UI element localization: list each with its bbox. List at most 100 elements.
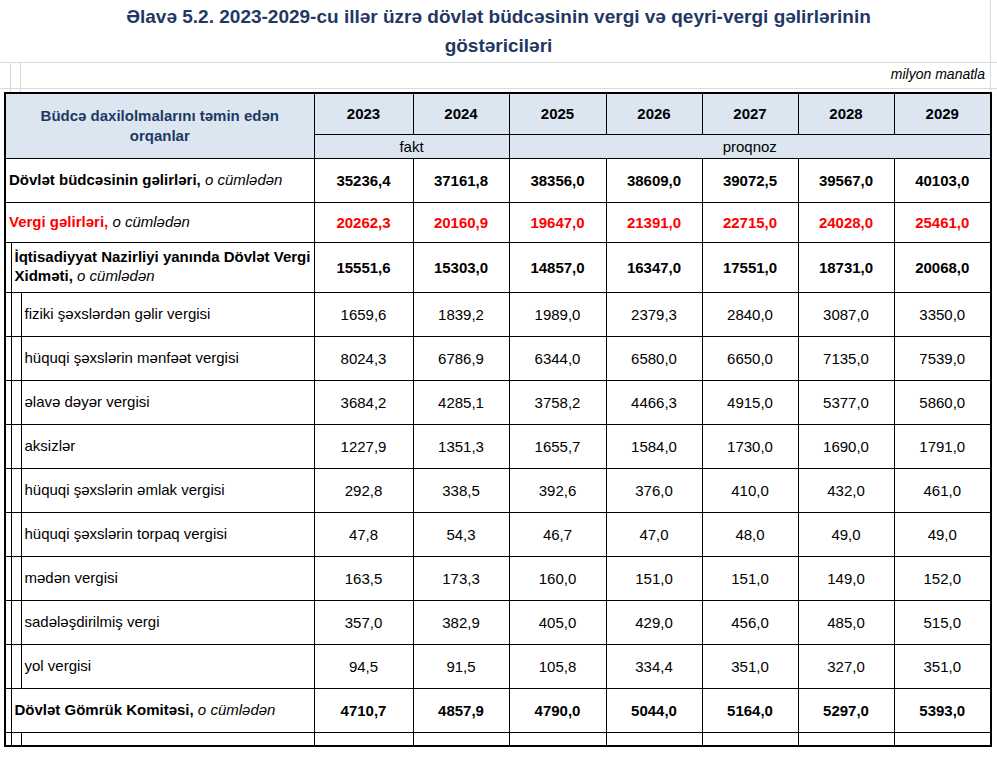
- value-cell: 15303,0: [413, 242, 509, 292]
- value-cell: 1791,0: [894, 424, 991, 468]
- gridline-vertical: [20, 62, 21, 92]
- page-title-line1: Əlavə 5.2. 2023-2029-cu illər üzrə dövlə…: [0, 3, 997, 32]
- value-cell: 2840,0: [702, 292, 798, 336]
- value-cell: 515,0: [894, 600, 991, 644]
- value-cell: 338,5: [413, 468, 509, 512]
- table-row-road-tax: yol vergisi 94,5 91,5 105,8 334,4 351,0 …: [5, 644, 991, 688]
- table-row-customs-committee: Dövlət Gömrük Komitəsi, o cümlədən 4710,…: [5, 688, 991, 732]
- value-cell: 38609,0: [606, 158, 702, 202]
- value-cell: 40103,0: [894, 158, 991, 202]
- value-cell: 173,3: [413, 556, 509, 600]
- value-cell: 37161,8: [413, 158, 509, 202]
- value-cell: 7539,0: [894, 336, 991, 380]
- value-cell: 5044,0: [606, 688, 702, 732]
- forecast-header-cell: proqnoz: [509, 134, 991, 158]
- row-label: yol vergisi: [21, 644, 314, 688]
- value-cell: 1227,9: [314, 424, 413, 468]
- value-cell: 410,0: [702, 468, 798, 512]
- value-cell: 163,5: [314, 556, 413, 600]
- value-cell: 91,5: [413, 644, 509, 688]
- gridline-vertical: [10, 62, 11, 92]
- table-row-tax-revenues: Vergi gəlirləri, o cümlədən 20262,3 2016…: [5, 202, 991, 242]
- value-cell: 20068,0: [894, 242, 991, 292]
- value-cell: 4790,0: [509, 688, 606, 732]
- value-cell: 46,7: [509, 512, 606, 556]
- value-cell: 18731,0: [798, 242, 894, 292]
- table-row-vat: əlavə dəyər vergisi 3684,2 4285,1 3758,2…: [5, 380, 991, 424]
- value-cell: 3087,0: [798, 292, 894, 336]
- indent-cell: [11, 600, 21, 644]
- value-cell: [606, 732, 702, 746]
- year-header-row: Büdcə daxilolmalarını təmin edən orqanla…: [5, 93, 991, 134]
- row-label: sadələşdirilmiş vergi: [21, 600, 314, 644]
- value-cell: [314, 732, 413, 746]
- value-cell: 15551,6: [314, 242, 413, 292]
- value-cell: 21391,0: [606, 202, 702, 242]
- indent-cell: [11, 512, 21, 556]
- year-header-2026: 2026: [606, 93, 702, 134]
- table-row-corporate-property-tax: hüquqi şəxslərin əmlak vergisi 292,8 338…: [5, 468, 991, 512]
- value-cell: 5860,0: [894, 380, 991, 424]
- value-cell: [894, 732, 991, 746]
- row-label: hüquqi şəxslərin torpaq vergisi: [21, 512, 314, 556]
- table-row-state-tax-service: İqtisadiyyat Nazirliyi yanında Dövlət Ve…: [5, 242, 991, 292]
- org-header-cell: Büdcə daxilolmalarını təmin edən orqanla…: [5, 93, 314, 158]
- row-label: aksizlər: [21, 424, 314, 468]
- value-cell: 38356,0: [509, 158, 606, 202]
- value-cell: 1351,3: [413, 424, 509, 468]
- value-cell: 1730,0: [702, 424, 798, 468]
- gridline-horizontal: [0, 62, 997, 63]
- value-cell: 6786,9: [413, 336, 509, 380]
- value-cell: 292,8: [314, 468, 413, 512]
- value-cell: 49,0: [894, 512, 991, 556]
- value-cell: 392,6: [509, 468, 606, 512]
- value-cell: 16347,0: [606, 242, 702, 292]
- value-cell: 35236,4: [314, 158, 413, 202]
- table-row-clipped: [5, 732, 991, 746]
- value-cell: 4915,0: [702, 380, 798, 424]
- value-cell: 20160,9: [413, 202, 509, 242]
- row-label: əlavə dəyər vergisi: [21, 380, 314, 424]
- value-cell: 4710,7: [314, 688, 413, 732]
- value-cell: 94,5: [314, 644, 413, 688]
- value-cell: 5297,0: [798, 688, 894, 732]
- row-label: Dövlət büdcəsinin gəlirləri, o cümlədən: [5, 158, 314, 202]
- value-cell: 485,0: [798, 600, 894, 644]
- table-row-mining-tax: mədən vergisi 163,5 173,3 160,0 151,0 15…: [5, 556, 991, 600]
- year-header-2028: 2028: [798, 93, 894, 134]
- page-title-line2: göstəriciləri: [0, 32, 997, 61]
- value-cell: 149,0: [798, 556, 894, 600]
- value-cell: 1690,0: [798, 424, 894, 468]
- value-cell: 1989,0: [509, 292, 606, 336]
- fact-header-cell: fakt: [314, 134, 509, 158]
- table-row-corporate-profit-tax: hüquqi şəxslərin mənfəət vergisi 8024,3 …: [5, 336, 991, 380]
- value-cell: 3758,2: [509, 380, 606, 424]
- value-cell: 24028,0: [798, 202, 894, 242]
- indent-cell: [11, 732, 21, 746]
- row-label: İqtisadiyyat Nazirliyi yanında Dövlət Ve…: [11, 242, 314, 292]
- value-cell: 39072,5: [702, 158, 798, 202]
- value-cell: 334,4: [606, 644, 702, 688]
- year-header-2029: 2029: [894, 93, 991, 134]
- value-cell: 1659,6: [314, 292, 413, 336]
- indent-cell: [11, 468, 21, 512]
- budget-table: Büdcə daxilolmalarını təmin edən orqanla…: [4, 92, 992, 747]
- value-cell: 429,0: [606, 600, 702, 644]
- value-cell: 461,0: [894, 468, 991, 512]
- value-cell: 327,0: [798, 644, 894, 688]
- value-cell: 3684,2: [314, 380, 413, 424]
- value-cell: 20262,3: [314, 202, 413, 242]
- table-row-personal-income-tax: fiziki şəxslərdən gəlir vergisi 1659,6 1…: [5, 292, 991, 336]
- value-cell: 4857,9: [413, 688, 509, 732]
- value-cell: 14857,0: [509, 242, 606, 292]
- value-cell: 47,0: [606, 512, 702, 556]
- value-cell: [798, 732, 894, 746]
- value-cell: 151,0: [702, 556, 798, 600]
- value-cell: [509, 732, 606, 746]
- indent-cell: [11, 644, 21, 688]
- row-label: hüquqi şəxslərin əmlak vergisi: [21, 468, 314, 512]
- value-cell: 7135,0: [798, 336, 894, 380]
- value-cell: 6344,0: [509, 336, 606, 380]
- value-cell: 152,0: [894, 556, 991, 600]
- value-cell: 405,0: [509, 600, 606, 644]
